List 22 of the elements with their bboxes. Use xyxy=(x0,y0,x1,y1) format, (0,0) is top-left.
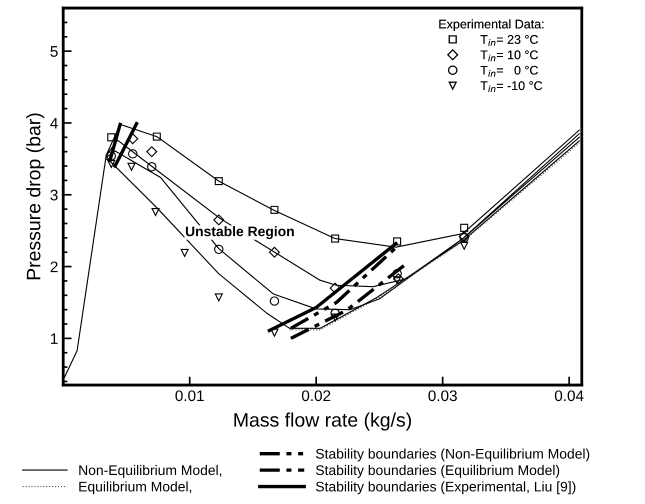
legend-label: Stability boundaries (Experimental, Liu [9]) xyxy=(316,481,576,494)
x-tick-label: 0.03 xyxy=(428,390,457,402)
x-tick-label: 0.02 xyxy=(302,390,330,402)
legend-title: Experimental Data: xyxy=(439,19,544,31)
legend-label: Stability boundaries (Non-Equilibrium Model) xyxy=(316,448,590,462)
annotation: Unstable Region xyxy=(186,226,294,240)
legend-label: T$_{in}$= 23 °C xyxy=(480,35,538,46)
legend-label: Non-Equilibrium Model, xyxy=(79,464,222,478)
y-axis-title: Pressure drop (bar) xyxy=(26,113,44,280)
y-tick-label: 2 xyxy=(50,261,58,272)
legend-label: Equilibrium Model, xyxy=(79,481,192,494)
legend-label: T$_{in}$= -10 °C xyxy=(480,81,542,92)
x-tick-label: 0.04 xyxy=(554,390,584,402)
y-tick-label: 4 xyxy=(50,118,58,128)
y-tick-label: 1 xyxy=(51,333,58,344)
legend-label: T$_{in}$= 10 °C xyxy=(480,50,538,62)
y-tick-label: 3 xyxy=(50,190,58,200)
x-tick-label: 0.01 xyxy=(175,390,204,402)
legend-label: T$_{in}$= 0 °C xyxy=(480,66,538,77)
legend-label: Stability boundaries (Equilibrium Model) xyxy=(316,464,560,478)
y-tick-label: 5 xyxy=(50,46,58,57)
x-axis-title: Mass flow rate (kg/s) xyxy=(234,412,411,431)
